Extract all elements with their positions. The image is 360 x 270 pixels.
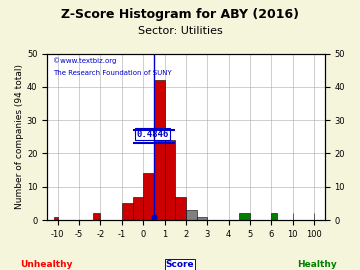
Text: Unhealthy: Unhealthy xyxy=(21,260,73,269)
Bar xyxy=(239,213,250,220)
Text: The Research Foundation of SUNY: The Research Foundation of SUNY xyxy=(53,70,171,76)
Bar xyxy=(197,217,207,220)
Bar xyxy=(154,80,165,220)
Bar xyxy=(186,210,197,220)
Bar xyxy=(271,213,276,220)
Bar xyxy=(165,140,175,220)
Bar xyxy=(143,173,154,220)
Text: ©www.textbiz.org: ©www.textbiz.org xyxy=(53,57,116,64)
Text: Score: Score xyxy=(166,260,194,269)
Text: 0.4846: 0.4846 xyxy=(137,130,169,139)
Text: Healthy: Healthy xyxy=(297,260,337,269)
Text: Z-Score Histogram for ABY (2016): Z-Score Histogram for ABY (2016) xyxy=(61,8,299,21)
Bar xyxy=(93,213,100,220)
Bar xyxy=(54,217,58,220)
Y-axis label: Number of companies (94 total): Number of companies (94 total) xyxy=(15,64,24,209)
Bar xyxy=(122,203,132,220)
Text: Sector: Utilities: Sector: Utilities xyxy=(138,26,222,36)
Bar xyxy=(175,197,186,220)
Bar xyxy=(132,197,143,220)
